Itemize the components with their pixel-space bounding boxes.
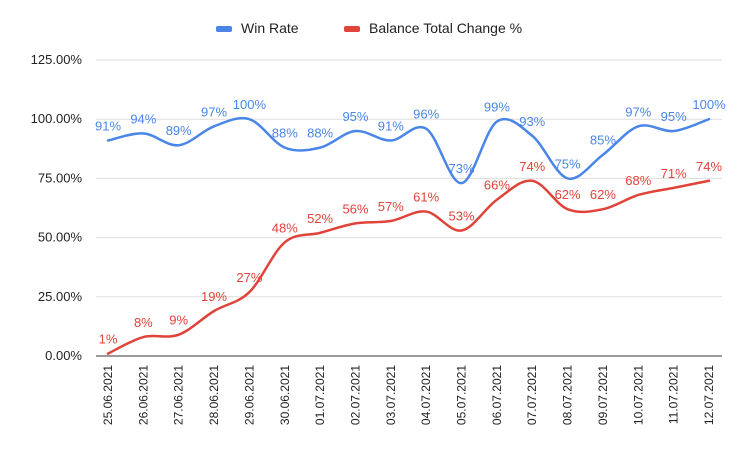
balance-change-data-label: 19%	[201, 289, 227, 304]
balance-change-data-label: 53%	[449, 208, 475, 223]
data-labels: 91% 94% 89% 97% 100% 88% 88% 95% 91% 96% 73% 99% 93%…	[95, 97, 726, 346]
balance-change-data-label: 56%	[342, 201, 368, 216]
x-tick-label: 08.07.2021	[561, 365, 575, 425]
win-rate-legend-label: Win Rate	[241, 20, 299, 36]
balance-change-data-label: 62%	[555, 187, 581, 202]
x-tick-label: 30.06.2021	[278, 365, 292, 425]
win-rate-data-label: 85%	[590, 133, 616, 148]
y-tick-label: 25.00%	[38, 289, 83, 304]
balance-change-data-label: 57%	[378, 199, 404, 214]
gridlines	[96, 59, 722, 357]
win-rate-data-label: 94%	[130, 111, 156, 126]
win-rate-data-label: 95%	[342, 109, 368, 124]
x-tick-label: 01.07.2021	[313, 365, 327, 425]
balance-change-line	[106, 179, 711, 355]
x-tick-label: 27.06.2021	[172, 365, 186, 425]
win-rate-data-label: 97%	[625, 104, 651, 119]
x-tick-label: 10.07.2021	[631, 365, 645, 425]
win-rate-legend-swatch	[216, 26, 232, 32]
win-rate-line	[106, 116, 711, 185]
x-tick-label: 04.07.2021	[419, 365, 433, 425]
x-tick-label: 07.07.2021	[525, 365, 539, 425]
win-rate-data-label: 91%	[378, 119, 404, 134]
y-tick-label: 0.00%	[45, 348, 82, 363]
x-tick-label: 03.07.2021	[384, 365, 398, 425]
y-tick-label: 75.00%	[38, 170, 83, 185]
x-tick-label: 28.06.2021	[207, 365, 221, 425]
balance-change-data-label: 61%	[413, 190, 439, 205]
balance-change-data-label: 66%	[484, 178, 510, 193]
balance-change-data-label: 1%	[99, 332, 118, 347]
win-rate-data-label: 99%	[484, 100, 510, 115]
balance-change-data-label: 74%	[696, 159, 722, 174]
y-tick-label: 100.00%	[31, 111, 83, 126]
balance-change-legend-swatch	[344, 26, 360, 32]
axes: 0.00% 25.00% 50.00% 75.00% 100.00% 125.00% 25.…	[31, 52, 716, 425]
y-tick-label: 50.00%	[38, 230, 83, 245]
balance-change-data-label: 52%	[307, 211, 333, 226]
balance-change-data-label: 8%	[134, 315, 153, 330]
legend: Win Rate Balance Total Change %	[216, 20, 522, 36]
balance-change-data-label: 48%	[272, 220, 298, 235]
balance-change-data-label: 68%	[625, 173, 651, 188]
x-tick-label: 06.07.2021	[490, 365, 504, 425]
x-tick-label: 02.07.2021	[348, 365, 362, 425]
x-tick-label: 26.06.2021	[136, 365, 150, 425]
x-tick-label: 29.06.2021	[242, 365, 256, 425]
win-rate-data-label: 73%	[449, 161, 475, 176]
x-tick-label: 25.06.2021	[101, 365, 115, 425]
x-tick-label: 11.07.2021	[667, 365, 681, 424]
x-tick-label: 05.07.2021	[455, 365, 469, 425]
y-tick-label: 125.00%	[31, 52, 83, 67]
balance-change-legend-label: Balance Total Change %	[369, 20, 522, 36]
balance-change-data-label: 9%	[169, 313, 188, 328]
win-rate-data-label: 97%	[201, 104, 227, 119]
x-tick-label: 09.07.2021	[596, 365, 610, 425]
balance-change-data-label: 62%	[590, 187, 616, 202]
win-rate-data-label: 96%	[413, 107, 439, 122]
win-rate-data-label: 93%	[519, 114, 545, 129]
win-rate-data-label: 88%	[272, 126, 298, 141]
series-lines	[106, 116, 711, 355]
balance-change-data-label: 27%	[236, 270, 262, 285]
win-rate-data-label: 88%	[307, 126, 333, 141]
balance-change-data-label: 74%	[519, 159, 545, 174]
win-rate-data-label: 95%	[661, 109, 687, 124]
balance-change-data-label: 71%	[661, 166, 687, 181]
win-rate-data-label: 100%	[233, 97, 267, 112]
win-rate-data-label: 91%	[95, 119, 121, 134]
win-rate-data-label: 89%	[166, 123, 192, 138]
win-rate-data-label: 75%	[555, 156, 581, 171]
win-rate-data-label: 100%	[692, 97, 726, 112]
x-tick-label: 12.07.2021	[702, 365, 716, 425]
